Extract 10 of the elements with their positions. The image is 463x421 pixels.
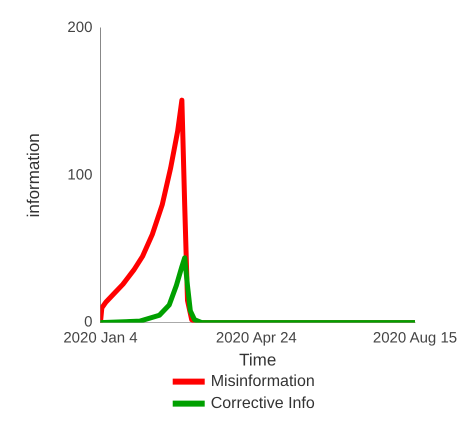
- x-tick-label: 2020 Apr 24: [216, 330, 297, 347]
- x-tick-label: 2020 Aug 15: [372, 330, 458, 347]
- x-axis-title: Time: [239, 350, 276, 370]
- y-tick-label: 200: [67, 19, 92, 36]
- legend-label: Corrective Info: [210, 395, 315, 412]
- legend-label: Misinformation: [210, 373, 315, 390]
- y-tick-label: 100: [67, 166, 92, 184]
- y-axis-title: information: [24, 133, 43, 218]
- x-tick-label: 2020 Jan 4: [63, 330, 138, 347]
- y-tick-label: 0: [84, 314, 92, 331]
